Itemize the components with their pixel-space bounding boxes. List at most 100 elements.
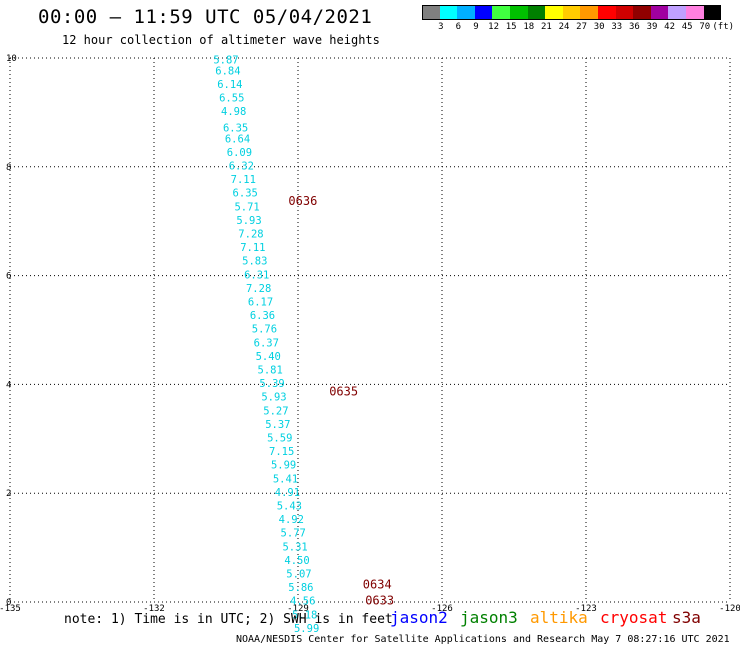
wave-height-point: 5.71 <box>234 201 259 213</box>
colorbar-label: 6 <box>455 22 462 32</box>
x-tick-label: -132 <box>143 604 165 614</box>
wave-height-point: 7.11 <box>231 174 256 186</box>
colorbar-swatch <box>545 5 563 20</box>
x-tick-label: -120 <box>719 604 740 614</box>
colorbar-label: 33 <box>611 22 623 32</box>
y-tick-label: 0 <box>6 598 11 608</box>
colorbar-swatch <box>580 5 598 20</box>
legend-altika: altika <box>530 608 588 627</box>
wave-height-point: 5.18 <box>292 609 317 621</box>
wave-height-point: 6.14 <box>217 79 242 91</box>
colorbar-swatch <box>439 5 458 20</box>
wave-height-point: 6.31 <box>244 269 269 281</box>
wave-height-point: 6.64 <box>225 133 250 145</box>
colorbar-label: 45 <box>681 22 693 32</box>
colorbar-swatch <box>474 5 493 20</box>
wave-height-point: 6.55 <box>219 93 244 105</box>
x-tick-label: -123 <box>575 604 597 614</box>
time-label: 0634 <box>363 577 392 591</box>
colorbar-label: 24 <box>558 22 570 32</box>
colorbar-swatch <box>615 5 634 20</box>
legend-jason3: jason3 <box>460 608 518 627</box>
chart-subtitle: 12 hour collection of altimeter wave hei… <box>62 33 380 47</box>
colorbar-label: 39 <box>646 22 658 32</box>
wave-height-point: 5.39 <box>259 378 284 390</box>
wave-height-point: 5.86 <box>288 582 313 594</box>
wave-height-point: 5.93 <box>261 392 286 404</box>
wave-height-point: 6.84 <box>215 65 240 77</box>
wave-height-point: 4.56 <box>290 596 315 608</box>
wave-height-point: 5.27 <box>263 405 288 417</box>
x-tick-label: -129 <box>287 604 309 614</box>
wave-height-point: 6.09 <box>227 147 252 159</box>
wave-height-point: 5.77 <box>281 528 306 540</box>
wave-height-point: 5.81 <box>258 365 283 377</box>
colorbar-label: 18 <box>523 22 535 32</box>
wave-height-point: 5.93 <box>236 215 261 227</box>
y-tick-label: 10 <box>6 54 17 64</box>
colorbar-swatch <box>668 5 686 20</box>
wave-height-point: 5.87 <box>213 54 238 66</box>
wave-height-point: 4.92 <box>279 514 304 526</box>
wave-height-point: 5.43 <box>277 501 302 513</box>
colorbar-swatch <box>527 5 546 20</box>
footer-note: note: 1) Time is in UTC; 2) SWH is in fe… <box>64 612 393 627</box>
colorbar-swatch <box>633 5 651 20</box>
colorbar-swatch <box>686 5 704 20</box>
wave-height-point: 7.15 <box>269 446 294 458</box>
wave-height-point: 6.32 <box>229 161 254 173</box>
time-label: 0635 <box>329 384 358 398</box>
colorbar-label: 42 <box>664 22 676 32</box>
chart-title: 00:00 – 11:59 UTC 05/04/2021 <box>38 6 373 28</box>
wave-height-point: 4.98 <box>221 106 246 118</box>
wave-height-point: 5.83 <box>242 256 267 268</box>
wave-height-point: 6.35 <box>233 188 258 200</box>
legend-s3a: s3a <box>672 608 701 627</box>
colorbar-label: 70 <box>699 22 711 32</box>
colorbar-label: 9 <box>473 22 479 32</box>
colorbar-label: 36 <box>628 22 640 32</box>
wave-height-point: 6.36 <box>250 310 275 322</box>
x-tick-label: -135 <box>0 604 21 614</box>
time-label: 0633 <box>365 594 394 608</box>
wave-height-point: 6.35 <box>223 122 248 134</box>
colorbar-label: 27 <box>576 22 588 32</box>
colorbar-swatch <box>650 5 669 20</box>
legend-cryosat: cryosat <box>600 608 668 627</box>
x-tick-label: -126 <box>431 604 453 614</box>
colorbar-swatch <box>457 5 475 20</box>
wave-height-point: 4.91 <box>275 487 300 499</box>
wave-height-point: 7.11 <box>240 242 265 254</box>
wave-height-point: 4.50 <box>284 555 309 567</box>
y-tick-label: 6 <box>6 272 11 282</box>
y-tick-label: 8 <box>6 163 11 173</box>
colorbar-label: 30 <box>593 22 605 32</box>
wave-height-point: 5.59 <box>267 433 292 445</box>
colorbar-label: 12 <box>488 22 500 32</box>
colorbar-frame <box>422 5 722 20</box>
wave-height-point: 5.99 <box>294 623 319 635</box>
colorbar-label: (ft) <box>712 22 735 32</box>
time-label: 0636 <box>288 194 317 208</box>
colorbar-swatch <box>422 5 440 20</box>
wave-height-point: 5.07 <box>286 569 311 581</box>
wave-height-point: 5.99 <box>271 460 296 472</box>
wave-height-point: 6.17 <box>248 297 273 309</box>
colorbar-swatch <box>598 5 616 20</box>
y-tick-label: 4 <box>6 380 11 390</box>
colorbar-label: 21 <box>540 22 552 32</box>
wave-height-point: 5.40 <box>256 351 281 363</box>
credit-line: NOAA/NESDIS Center for Satellite Applica… <box>236 634 730 645</box>
colorbar-swatch <box>510 5 528 20</box>
y-tick-label: 2 <box>6 489 11 499</box>
colorbar-label: 3 <box>438 22 444 32</box>
wave-height-point: 5.37 <box>265 419 290 431</box>
legend-jason2: jason2 <box>390 608 448 627</box>
colorbar-label: 15 <box>505 22 517 32</box>
colorbar-swatch <box>562 5 581 20</box>
wave-height-point: 6.37 <box>254 337 279 349</box>
wave-height-point: 5.41 <box>273 473 298 485</box>
colorbar-swatch <box>703 5 722 20</box>
wave-height-point: 5.76 <box>252 324 277 336</box>
